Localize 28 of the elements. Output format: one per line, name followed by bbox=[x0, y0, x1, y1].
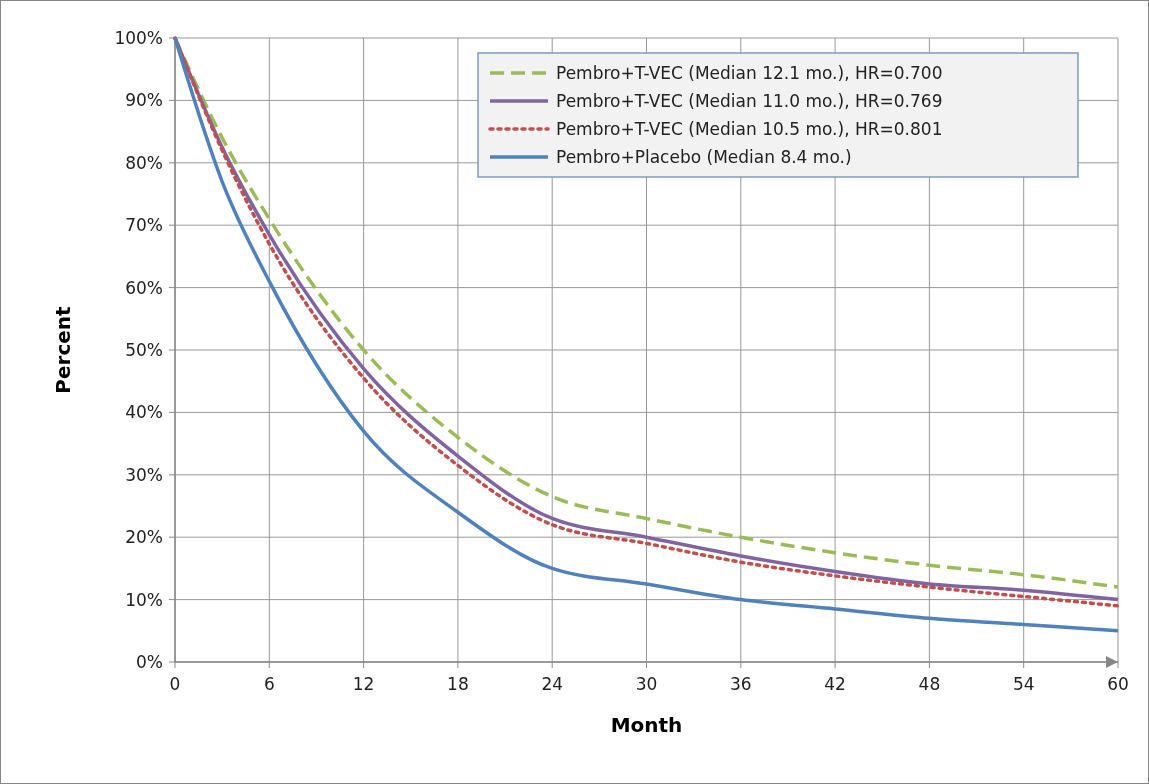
x-tick-label: 36 bbox=[729, 674, 752, 694]
legend-label: Pembro+T-VEC (Median 11.0 mo.), HR=0.769 bbox=[556, 91, 943, 111]
x-tick-label: 6 bbox=[263, 674, 275, 694]
x-tick-label: 24 bbox=[541, 674, 564, 694]
x-tick-label: 54 bbox=[1012, 674, 1035, 694]
y-tick-label: 40% bbox=[125, 402, 163, 423]
y-tick-label: 10% bbox=[125, 589, 163, 610]
x-tick-label: 30 bbox=[635, 674, 658, 694]
x-tick-label: 18 bbox=[447, 674, 469, 694]
x-tick-label: 0 bbox=[169, 674, 181, 694]
y-axis-title: Percent bbox=[51, 305, 75, 394]
y-tick-label: 90% bbox=[125, 90, 163, 111]
y-tick-label: 60% bbox=[125, 277, 163, 298]
legend-label: Pembro+T-VEC (Median 10.5 mo.), HR=0.801 bbox=[556, 119, 943, 139]
y-tick-label: 30% bbox=[125, 464, 163, 485]
y-tick-label: 0% bbox=[136, 652, 163, 672]
y-tick-label: 50% bbox=[125, 340, 163, 360]
x-tick-label: 60 bbox=[1107, 674, 1129, 694]
x-axis-title: Month bbox=[610, 713, 683, 737]
y-tick-label: 70% bbox=[125, 215, 163, 236]
legend-label: Pembro+Placebo (Median 8.4 mo.) bbox=[556, 147, 852, 167]
y-tick-label: 20% bbox=[125, 527, 163, 548]
legend-label: Pembro+T-VEC (Median 12.1 mo.), HR=0.700 bbox=[556, 63, 943, 83]
x-tick-label: 42 bbox=[824, 674, 846, 694]
x-tick-label: 12 bbox=[352, 674, 375, 694]
y-tick-label: 100% bbox=[114, 28, 163, 48]
x-tick-label: 48 bbox=[918, 674, 941, 694]
y-tick-label: 80% bbox=[125, 152, 163, 173]
